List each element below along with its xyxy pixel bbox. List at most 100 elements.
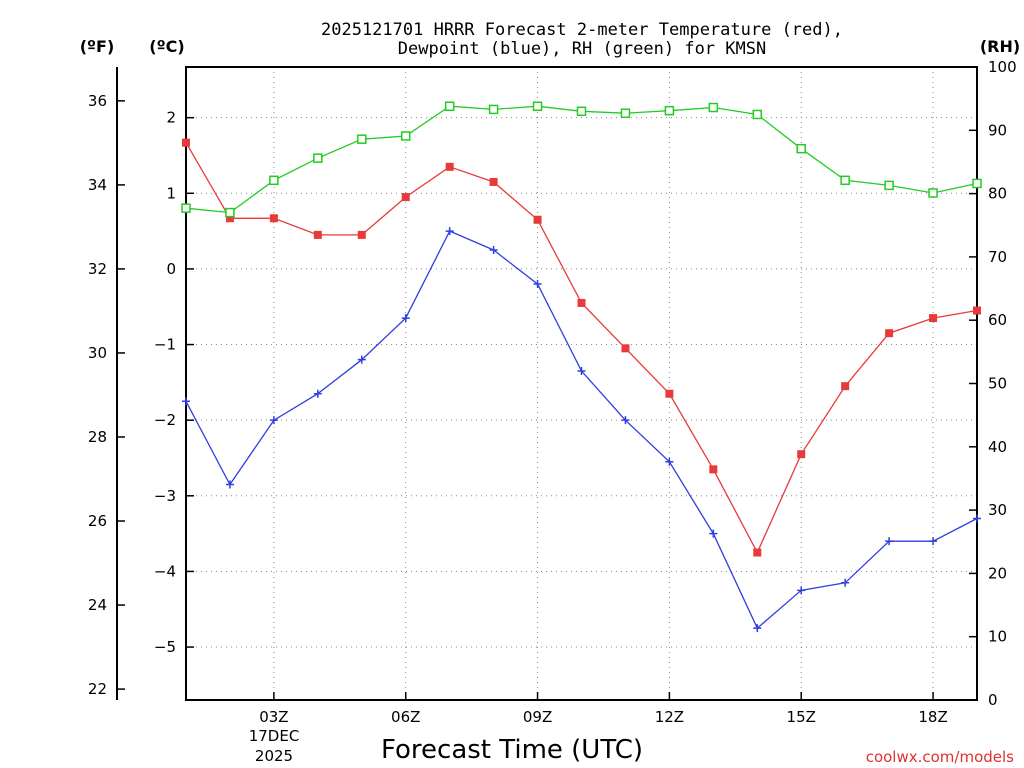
rh-tick-label: 60 (988, 311, 1007, 329)
temperature-point (357, 230, 366, 239)
temperature-point (577, 298, 586, 307)
rh-point (313, 153, 323, 163)
fahrenheit-tick-label: 36 (88, 92, 107, 110)
celsius-unit-label: (ºC) (149, 37, 184, 56)
fahrenheit-tick-label: 22 (88, 680, 107, 698)
dewpoint-point (841, 578, 850, 587)
x-axis-label: Forecast Time (UTC) (381, 735, 643, 765)
fahrenheit-tick-label: 34 (88, 176, 107, 194)
temperature-point (885, 329, 894, 338)
temperature-point (665, 389, 674, 398)
celsius-tick-label: −2 (154, 411, 176, 429)
rh-point (708, 102, 719, 113)
fahrenheit-tick-label: 30 (88, 344, 107, 362)
data-series (181, 101, 982, 633)
dewpoint-point (357, 355, 366, 364)
temperature-point (797, 450, 806, 459)
rh-point (796, 143, 806, 154)
rh-point (664, 105, 675, 116)
chart-title-line2: Dewpoint (blue), RH (green) for KMSN (398, 39, 766, 59)
rh-point (972, 178, 982, 189)
rh-tick-label: 70 (988, 248, 1007, 266)
date-label-year: 2025 (255, 747, 293, 765)
rh-tick-label: 100 (988, 58, 1017, 76)
temperature-point (841, 382, 850, 391)
rh-point (181, 203, 191, 213)
dewpoint-point (929, 537, 938, 546)
rh-point (576, 106, 587, 117)
dewpoint-point (973, 514, 981, 523)
x-tick-label: 06Z (391, 708, 420, 726)
celsius-tick-label: −1 (154, 336, 176, 354)
celsius-tick-label: 1 (166, 184, 176, 202)
dewpoint-point (225, 480, 234, 489)
dewpoint-point (401, 314, 410, 323)
dewpoint-point (753, 624, 762, 633)
rh-point (400, 131, 411, 141)
fahrenheit-tick-label: 26 (88, 512, 107, 530)
rh-point (488, 104, 499, 115)
fahrenheit-tick-label: 32 (88, 260, 107, 278)
rh-tick-label: 0 (988, 691, 998, 709)
celsius-tick-label: −3 (154, 487, 176, 505)
celsius-tick-label: −4 (154, 562, 176, 580)
rh-tick-label: 90 (988, 121, 1007, 139)
rh-point (269, 175, 279, 186)
temperature-point (753, 548, 762, 557)
temperature-point (489, 177, 498, 186)
rh-point (620, 108, 631, 118)
rh-point (444, 101, 455, 111)
x-tick-label: 12Z (655, 708, 684, 726)
rh-tick-label: 10 (988, 628, 1007, 646)
dewpoint-point (182, 397, 190, 406)
x-tick-label: 15Z (787, 708, 816, 726)
dewpoint-point (533, 280, 542, 289)
temperature-point (313, 230, 322, 239)
temperature-point (445, 162, 454, 171)
dewpoint-point (577, 367, 586, 376)
rh-point (225, 207, 235, 218)
rh-point (928, 188, 938, 198)
fahrenheit-tick-label: 24 (88, 596, 107, 614)
dewpoint-point (489, 246, 498, 255)
rh-tick-label: 20 (988, 564, 1007, 582)
rh-point (840, 175, 850, 186)
rh-tick-label: 40 (988, 438, 1007, 456)
rh-unit-label: (RH) (980, 37, 1020, 56)
date-label-day: 17DEC (249, 727, 300, 745)
dewpoint-point (797, 586, 806, 595)
celsius-tick-label: 2 (166, 109, 176, 127)
temperature-point (225, 214, 234, 223)
temperature-point (621, 344, 630, 353)
dewpoint-point (445, 227, 454, 236)
rh-tick-label: 30 (988, 501, 1007, 519)
dewpoint-point (665, 457, 674, 466)
celsius-tick-label: 0 (166, 260, 176, 278)
dewpoint-point (709, 529, 718, 538)
x-tick-label: 09Z (523, 708, 552, 726)
temperature-point (182, 138, 190, 147)
dewpoint-point (269, 416, 278, 425)
temperature-point (401, 193, 410, 202)
dewpoint-point (885, 537, 894, 546)
temperature-point (709, 465, 718, 474)
x-tick-label: 18Z (918, 708, 947, 726)
rh-point (357, 134, 367, 144)
grid-lines (186, 67, 977, 700)
temperature-point (929, 314, 938, 323)
rh-point (884, 180, 894, 191)
dewpoint-point (621, 416, 630, 425)
dewpoint-point (313, 389, 322, 398)
rh-point (752, 109, 763, 120)
rh-point (532, 101, 543, 111)
rh-tick-label: 50 (988, 375, 1007, 393)
x-tick-label: 03Z (259, 708, 288, 726)
credit-label: coolwx.com/models (866, 748, 1014, 766)
fahrenheit-unit-label: (ºF) (80, 37, 115, 56)
temperature-point (269, 214, 278, 223)
chart-title-line1: 2025121701 HRRR Forecast 2-meter Tempera… (321, 20, 843, 40)
temperature-point (973, 306, 981, 315)
temperature-point (533, 215, 542, 224)
